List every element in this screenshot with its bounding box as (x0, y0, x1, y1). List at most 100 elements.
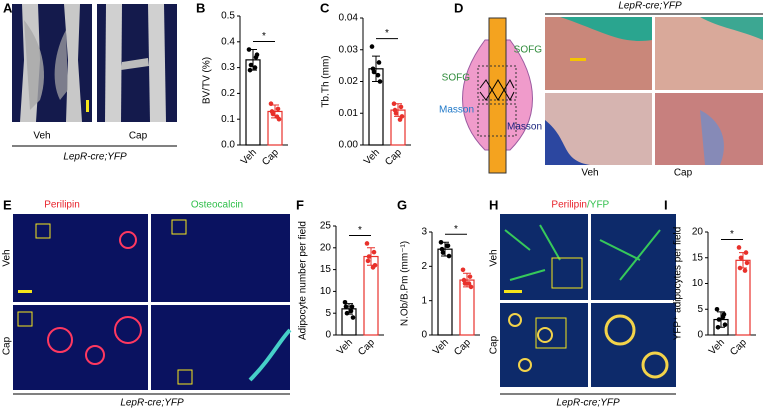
data-point (252, 65, 258, 70)
data-point (365, 258, 371, 264)
data-point (392, 107, 398, 113)
y-tick-label: 3 (421, 227, 427, 238)
data-point (246, 47, 252, 52)
data-point (439, 246, 445, 252)
x-tick-label: Veh (335, 337, 355, 357)
x-tick-label: Cap (452, 337, 473, 358)
micro-ct-images (12, 4, 177, 122)
data-point (364, 241, 370, 246)
x-tick-label: Cap (260, 147, 281, 168)
y-tick-label: 20 (320, 242, 332, 253)
y-tick-label: 5 (325, 308, 331, 319)
panel-letter: G (397, 197, 407, 212)
y-axis-label: Adipocyte number per field (298, 221, 309, 340)
bone-diagram (462, 17, 533, 174)
fluorescence-images (13, 214, 292, 390)
data-point (350, 315, 356, 320)
y-tick-label: 0 (325, 330, 331, 341)
x-tick-label: Veh (431, 337, 451, 357)
histology-images (545, 17, 763, 165)
data-point (438, 240, 444, 245)
panel-letter: B (196, 0, 205, 15)
row-label: Veh (2, 249, 13, 266)
y-tick-label: 5 (697, 304, 703, 315)
y-tick-label: 2 (421, 261, 427, 272)
y-tick-label: 0 (697, 330, 703, 341)
data-point (343, 304, 349, 309)
stain-label: /YFP (587, 200, 610, 211)
y-tick-label: 0.0 (221, 140, 235, 151)
data-point (269, 109, 275, 114)
bar (245, 59, 261, 146)
y-tick-label: 0.03 (339, 44, 359, 55)
y-axis-label: Tb.Th (mm) (321, 55, 332, 107)
y-tick-label: 20 (692, 227, 704, 238)
data-point (370, 265, 376, 270)
data-point (398, 104, 404, 110)
x-tick-label: Cap (356, 337, 377, 358)
data-point (715, 324, 721, 330)
x-tick-label: Veh (362, 147, 382, 167)
data-point (466, 281, 472, 286)
x-tick-label: Cap (383, 147, 404, 168)
data-point (737, 265, 743, 271)
y-tick-label: 0 (421, 330, 427, 341)
y-tick-label: 1 (421, 295, 427, 306)
data-point (738, 255, 744, 261)
group-label: Cap (129, 131, 148, 142)
genotype-label: LepR-cre;YFP (618, 1, 682, 12)
y-axis-label: YFP⁺ adipocytes per field (673, 227, 684, 341)
data-point (444, 243, 450, 249)
significance-label: * (730, 229, 734, 240)
y-tick-label: 10 (692, 278, 704, 289)
row-label: Cap (489, 335, 500, 354)
significance-label: * (454, 224, 458, 235)
row-label: Veh (489, 249, 500, 266)
y-tick-label: 0.02 (339, 76, 359, 87)
y-axis-label: BV/TV (%) (202, 57, 213, 104)
group-label: Veh (33, 131, 50, 142)
data-point (467, 274, 473, 279)
data-point (720, 314, 726, 320)
stain-label: Perilipin (44, 200, 80, 211)
significance-label: * (385, 28, 389, 39)
data-point (275, 106, 281, 112)
data-point (344, 310, 350, 316)
data-point (371, 249, 377, 255)
data-point (254, 52, 260, 57)
data-point (397, 117, 403, 122)
data-point (743, 250, 749, 255)
y-tick-label: 25 (320, 221, 332, 232)
panel-letter: A (3, 0, 13, 15)
data-point (722, 322, 728, 328)
data-point (468, 284, 474, 290)
y-tick-label: 0.4 (221, 36, 235, 47)
panel-letter: C (320, 0, 330, 15)
data-point (342, 300, 348, 305)
y-tick-label: 0.1 (221, 114, 235, 125)
data-point (369, 44, 375, 49)
x-tick-label: Cap (728, 337, 749, 358)
data-point (461, 277, 467, 283)
panel-letter: D (454, 0, 463, 15)
significance-label: * (358, 225, 362, 236)
data-point (366, 254, 372, 259)
y-tick-label: 0.00 (339, 140, 359, 151)
data-point (446, 253, 452, 259)
panel-letter: I (664, 197, 668, 212)
x-tick-label: Veh (707, 337, 727, 357)
panel-letter: H (489, 197, 498, 212)
row-label: Masson (507, 122, 542, 133)
data-point (744, 260, 750, 266)
bar (437, 248, 453, 336)
stain-label: SOFG (442, 73, 471, 84)
data-point (377, 79, 383, 84)
genotype-label: LepR-cre;YFP (556, 398, 620, 409)
y-tick-label: 0.3 (221, 62, 235, 73)
significance-label: * (262, 31, 266, 42)
data-point (714, 306, 720, 312)
y-tick-label: 15 (692, 252, 704, 263)
data-point (736, 245, 742, 250)
data-point (349, 304, 355, 309)
data-point (376, 60, 382, 65)
